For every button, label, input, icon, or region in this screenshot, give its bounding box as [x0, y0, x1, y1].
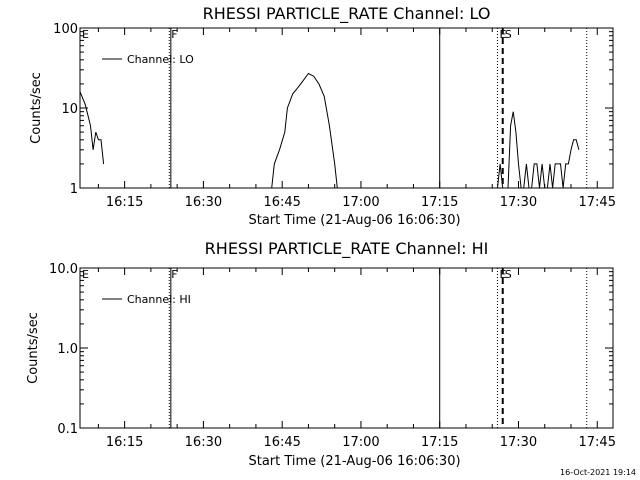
y-axis-label: Counts/sec [29, 72, 44, 144]
x-axis-label: Start Time (21-Aug-06 16:06:30) [248, 454, 460, 469]
series-line [497, 163, 504, 189]
series-line [79, 91, 105, 164]
legend-label: Channel: HI [127, 293, 191, 306]
x-tick-label: 17:45 [579, 195, 616, 210]
series-line [507, 111, 580, 189]
event-marker-label: S [505, 268, 512, 281]
chart-title: RHESSI PARTICLE_RATE Channel: LO [203, 4, 491, 24]
plot-frame [79, 27, 614, 189]
event-marker-label: F [171, 28, 177, 41]
series-line [271, 72, 338, 189]
y-tick-label: 1 [70, 182, 78, 197]
x-tick-label: 16:30 [185, 435, 222, 450]
x-tick-label: 17:15 [421, 435, 458, 450]
x-tick-label: 16:15 [106, 435, 143, 450]
event-marker-label: S [505, 28, 512, 41]
event-marker-label: F [171, 268, 177, 281]
y-tick-label: 10.0 [49, 262, 78, 277]
y-tick-label: 1.0 [57, 342, 78, 357]
x-tick-label: 17:30 [500, 195, 537, 210]
chart-title: RHESSI PARTICLE_RATE Channel: HI [205, 239, 489, 259]
legend-label: Channel: LO [127, 53, 194, 66]
event-marker-label: E [82, 268, 89, 281]
x-tick-label: 16:45 [263, 435, 300, 450]
x-tick-label: 17:00 [342, 195, 379, 210]
x-axis-label: Start Time (21-Aug-06 16:06:30) [248, 213, 460, 228]
x-tick-label: 17:00 [342, 435, 379, 450]
plot-timestamp: 16-Oct-2021 19:14 [560, 468, 636, 477]
event-marker-label: E [499, 268, 506, 281]
y-axis-label: Counts/sec [26, 312, 41, 384]
panel-hi: RHESSI PARTICLE_RATE Channel: HI Start Ti… [26, 239, 616, 469]
x-tick-label: 16:15 [106, 195, 143, 210]
x-tick-label: 17:15 [421, 195, 458, 210]
panel-lo: RHESSI PARTICLE_RATE Channel: LO Start Ti… [29, 4, 616, 228]
y-tick-label: 0.1 [57, 422, 78, 437]
plot-frame [79, 267, 614, 429]
x-tick-label: 16:30 [185, 195, 222, 210]
event-marker-label: E [82, 28, 89, 41]
x-tick-label: 16:45 [263, 195, 300, 210]
y-tick-label: 10 [61, 102, 78, 117]
x-tick-label: 17:30 [500, 435, 537, 450]
y-tick-label: 100 [53, 22, 78, 37]
event-marker-label: E [499, 28, 506, 41]
x-tick-label: 17:45 [579, 435, 616, 450]
